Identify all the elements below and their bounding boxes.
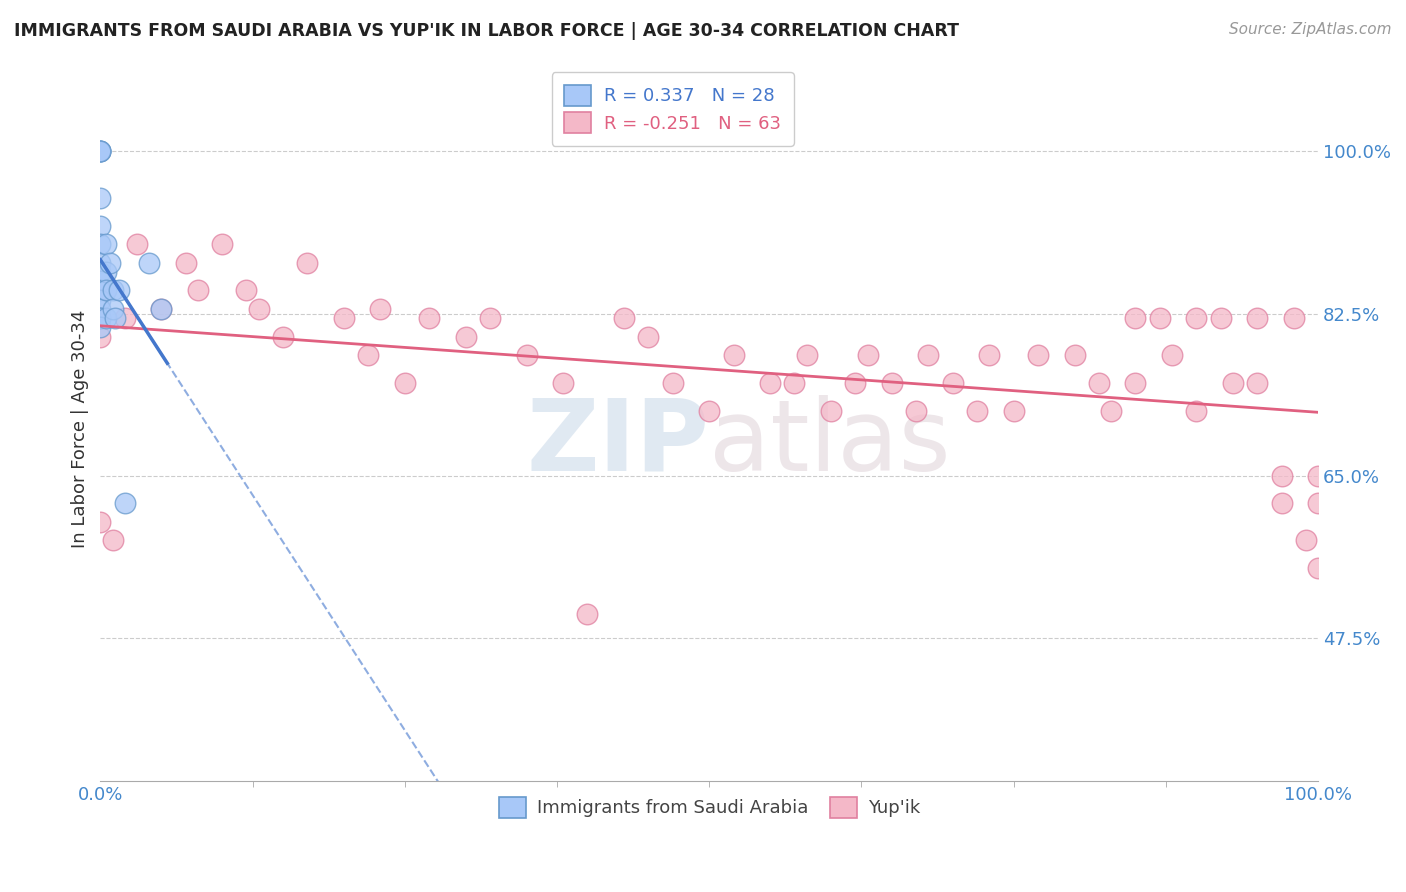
Point bbox=[613, 311, 636, 326]
Point bbox=[107, 284, 129, 298]
Point bbox=[856, 348, 879, 362]
Point bbox=[1063, 348, 1085, 362]
Point bbox=[89, 255, 111, 269]
Point bbox=[979, 348, 1001, 362]
Point bbox=[880, 376, 903, 390]
Point bbox=[138, 255, 160, 269]
Point bbox=[89, 145, 111, 159]
Point bbox=[101, 301, 124, 316]
Point bbox=[89, 284, 111, 298]
Y-axis label: In Labor Force | Age 30-34: In Labor Force | Age 30-34 bbox=[72, 310, 89, 549]
Point bbox=[479, 311, 502, 326]
Point bbox=[89, 145, 111, 159]
Point bbox=[1282, 311, 1305, 326]
Point bbox=[1246, 311, 1268, 326]
Point bbox=[114, 496, 136, 510]
Point bbox=[942, 376, 965, 390]
Point bbox=[89, 320, 111, 334]
Point bbox=[1271, 468, 1294, 483]
Point bbox=[1161, 348, 1184, 362]
Point bbox=[187, 284, 209, 298]
Point bbox=[820, 403, 842, 417]
Point bbox=[96, 237, 118, 252]
Point bbox=[174, 255, 197, 269]
Point bbox=[89, 191, 111, 205]
Point bbox=[297, 255, 319, 269]
Point bbox=[89, 301, 111, 316]
Point bbox=[1308, 496, 1330, 510]
Point bbox=[1026, 348, 1049, 362]
Text: Source: ZipAtlas.com: Source: ZipAtlas.com bbox=[1229, 22, 1392, 37]
Point bbox=[89, 274, 111, 288]
Point bbox=[211, 237, 233, 252]
Point bbox=[796, 348, 818, 362]
Point bbox=[1308, 468, 1330, 483]
Point bbox=[1295, 533, 1317, 548]
Point bbox=[1002, 403, 1025, 417]
Point bbox=[271, 329, 294, 343]
Point bbox=[1271, 496, 1294, 510]
Point bbox=[96, 265, 118, 279]
Point bbox=[89, 293, 111, 307]
Point bbox=[1308, 561, 1330, 575]
Point bbox=[104, 311, 127, 326]
Point bbox=[1185, 403, 1208, 417]
Point bbox=[89, 265, 111, 279]
Point bbox=[759, 376, 782, 390]
Point bbox=[394, 376, 416, 390]
Point bbox=[114, 311, 136, 326]
Point bbox=[247, 301, 270, 316]
Point bbox=[1149, 311, 1171, 326]
Point bbox=[1209, 311, 1232, 326]
Point bbox=[783, 376, 806, 390]
Point bbox=[844, 376, 866, 390]
Point bbox=[553, 376, 575, 390]
Point bbox=[370, 301, 392, 316]
Point bbox=[89, 311, 111, 326]
Point bbox=[150, 301, 173, 316]
Point bbox=[905, 403, 928, 417]
Point bbox=[1125, 311, 1147, 326]
Point bbox=[516, 348, 538, 362]
Point bbox=[637, 329, 659, 343]
Point bbox=[1088, 376, 1111, 390]
Point bbox=[661, 376, 683, 390]
Point bbox=[89, 311, 111, 326]
Point bbox=[89, 145, 111, 159]
Point bbox=[89, 145, 111, 159]
Point bbox=[96, 284, 118, 298]
Point bbox=[966, 403, 988, 417]
Point bbox=[917, 348, 939, 362]
Point bbox=[101, 284, 124, 298]
Point bbox=[357, 348, 380, 362]
Point bbox=[723, 348, 745, 362]
Point bbox=[235, 284, 257, 298]
Point bbox=[454, 329, 477, 343]
Point bbox=[697, 403, 720, 417]
Legend: Immigrants from Saudi Arabia, Yup'ik: Immigrants from Saudi Arabia, Yup'ik bbox=[492, 789, 927, 825]
Point bbox=[150, 301, 173, 316]
Point bbox=[1185, 311, 1208, 326]
Point bbox=[89, 219, 111, 233]
Point bbox=[125, 237, 148, 252]
Point bbox=[89, 237, 111, 252]
Point bbox=[1099, 403, 1122, 417]
Point bbox=[576, 607, 599, 622]
Text: atlas: atlas bbox=[709, 395, 950, 491]
Point bbox=[1222, 376, 1244, 390]
Point bbox=[1246, 376, 1268, 390]
Point bbox=[101, 533, 124, 548]
Text: ZIP: ZIP bbox=[526, 395, 709, 491]
Point bbox=[89, 311, 111, 326]
Point bbox=[96, 311, 118, 326]
Point bbox=[333, 311, 356, 326]
Text: IMMIGRANTS FROM SAUDI ARABIA VS YUP'IK IN LABOR FORCE | AGE 30-34 CORRELATION CH: IMMIGRANTS FROM SAUDI ARABIA VS YUP'IK I… bbox=[14, 22, 959, 40]
Point bbox=[98, 255, 121, 269]
Point bbox=[418, 311, 440, 326]
Point bbox=[89, 329, 111, 343]
Point bbox=[1125, 376, 1147, 390]
Point bbox=[89, 515, 111, 529]
